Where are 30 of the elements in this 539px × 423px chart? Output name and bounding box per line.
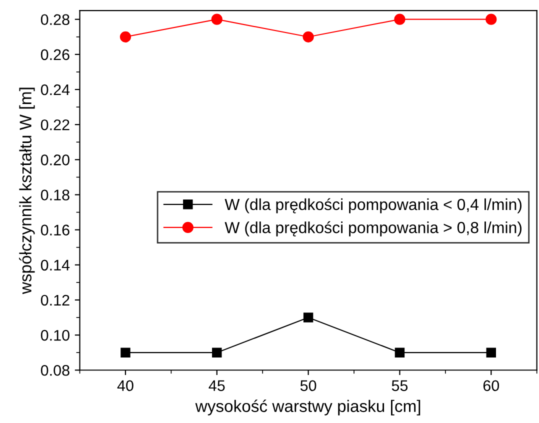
point <box>486 14 497 25</box>
legend-label: W (dla prędkości pompowania < 0,4 l/min) <box>224 198 522 214</box>
y-axis-title: współczynnik kształtu W [m] <box>19 88 35 294</box>
legend-label: W (dla prędkości pompowania > 0,8 l/min) <box>224 221 522 236</box>
x-tick-label: 60 <box>483 380 500 392</box>
y-tick-label: 0.18 <box>40 190 70 200</box>
point <box>302 31 314 42</box>
y-tick-label: 0.28 <box>40 14 70 26</box>
y-tick-label: 0.10 <box>40 330 70 341</box>
x-axis-title: wysokość warstwy piasku [cm] <box>195 400 420 416</box>
point <box>303 312 314 322</box>
point <box>120 348 130 358</box>
x-tick-label: 45 <box>208 380 225 392</box>
point <box>211 14 222 25</box>
y-tick-label: 0.20 <box>40 154 70 166</box>
x-tick-label: 40 <box>117 380 134 392</box>
point <box>394 14 406 25</box>
y-tick-label: 0.24 <box>40 84 70 96</box>
y-tick-label: 0.26 <box>40 49 70 60</box>
point <box>394 348 405 358</box>
y-tick-label: 0.22 <box>40 119 70 130</box>
point <box>486 348 496 358</box>
x-tick-label: 55 <box>392 380 408 392</box>
point <box>212 348 222 358</box>
y-tick-label: 0.14 <box>40 260 70 271</box>
x-tick-label: 50 <box>300 380 316 392</box>
y-tick-label: 0.16 <box>40 224 70 236</box>
y-tick-label: 0.08 <box>40 364 70 376</box>
point <box>120 31 132 42</box>
y-tick-label: 0.12 <box>40 294 70 306</box>
